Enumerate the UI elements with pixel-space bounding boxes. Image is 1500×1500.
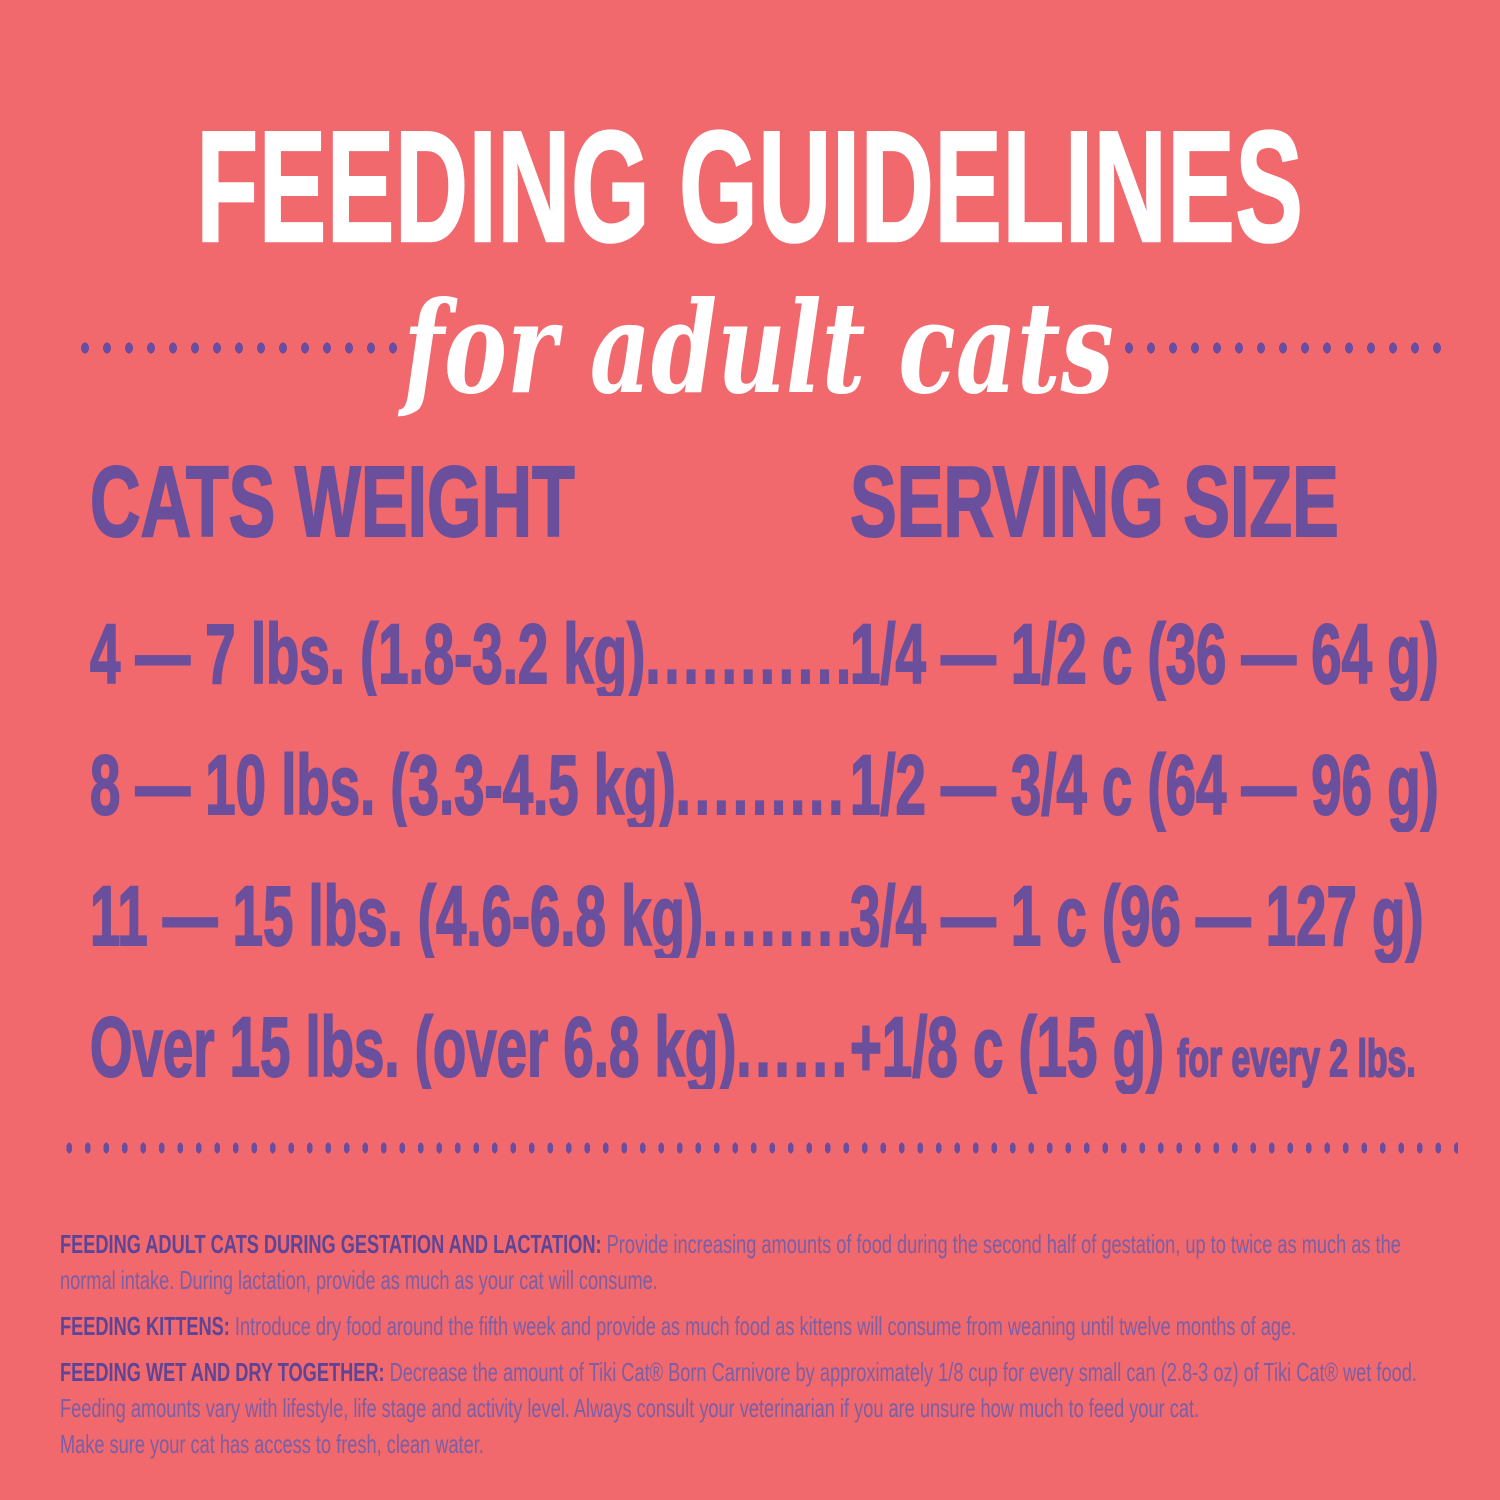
dot-leader: ........... [702,874,850,958]
weight-cell: 4 — 7 lbs. (1.8-3.2 kg)............... [90,612,850,696]
column-header-serving-size: SERVING SIZE [849,446,1339,558]
table-row: Over 15 lbs. (over 6.8 kg).......... +1/… [90,1004,1500,1090]
title-row: FEEDING GUIDELINES [0,99,1500,275]
footnote-text-line2: Make sure your cat has access to fresh, … [60,1429,484,1459]
footnote-text: Introduce dry food around the fifth week… [234,1311,1297,1341]
dot-leader: ............... [645,612,850,696]
cat-weight-value: 11 — 15 lbs. (4.6-6.8 kg) [90,874,704,958]
footnote-text: Provide increasing amounts of food durin… [60,1229,1401,1295]
subtitle-wrap: for adult cats [404,285,1114,411]
footnote-label: FEEDING ADULT CATS DURING GESTATION AND … [60,1229,602,1259]
footnote-kittens: FEEDING KITTENS: Introduce dry food arou… [60,1308,1453,1344]
serving-size-value: 1/4 — 1/2 c (36 — 64 g) [849,607,1439,701]
footnote-label: FEEDING KITTENS: [60,1311,230,1341]
dotted-divider [60,1140,1458,1156]
page-subtitle: for adult cats [403,274,1115,422]
column-header-cats-weight: CATS WEIGHT [90,452,575,552]
weight-cell: 11 — 15 lbs. (4.6-6.8 kg)........... [90,874,850,958]
subtitle-row: for adult cats [60,268,1458,428]
serving-size-value: 1/2 — 3/4 c (64 — 96 g) [849,738,1439,832]
dotted-line-right [1118,340,1444,356]
serving-size-value: 3/4 — 1 c (96 — 127 g) [849,869,1424,963]
dot-leader: .......... [736,1005,850,1089]
page-title: FEEDING GUIDELINES [196,99,1304,275]
cat-weight-value: 4 — 7 lbs. (1.8-3.2 kg) [90,612,646,696]
dot-leader: ............. [675,743,850,827]
cat-weight-value: 8 — 10 lbs. (3.3-4.5 kg) [90,743,676,827]
footnote-wet-dry: FEEDING WET AND DRY TOGETHER: Decrease t… [60,1354,1453,1462]
header-cell-weight: CATS WEIGHT [90,452,850,552]
header-cell-serving: SERVING SIZE [849,446,1500,558]
footnote-text: Decrease the amount of Tiki Cat® Born Ca… [60,1357,1417,1423]
weight-cell: 8 — 10 lbs. (3.3-4.5 kg)............. [90,743,850,827]
table-header-row: CATS WEIGHT SERVING SIZE [90,446,1500,558]
footnotes-section: FEEDING ADULT CATS DURING GESTATION AND … [60,1226,1455,1472]
serving-size-value: +1/8 c (15 g) [849,1000,1165,1094]
footnote-label: FEEDING WET AND DRY TOGETHER: [60,1357,385,1387]
table-row: 11 — 15 lbs. (4.6-6.8 kg)........... 3/4… [90,873,1500,959]
serving-note: for every 2 lbs. [1176,1030,1416,1088]
weight-cell: Over 15 lbs. (over 6.8 kg).......... [90,1005,850,1089]
footnote-gestation: FEEDING ADULT CATS DURING GESTATION AND … [60,1226,1453,1298]
footnotes-inner: FEEDING ADULT CATS DURING GESTATION AND … [60,1226,1453,1462]
cat-weight-value: Over 15 lbs. (over 6.8 kg) [90,1005,737,1089]
table-row: 4 — 7 lbs. (1.8-3.2 kg)............... 1… [90,611,1500,697]
serving-cell: 1/2 — 3/4 c (64 — 96 g) [849,742,1500,828]
table-row: 8 — 10 lbs. (3.3-4.5 kg)............. 1/… [90,742,1500,828]
serving-cell: 3/4 — 1 c (96 — 127 g) [849,873,1500,959]
dotted-line-left [74,340,400,356]
serving-cell: 1/4 — 1/2 c (36 — 64 g) [849,611,1500,697]
serving-cell: +1/8 c (15 g) for every 2 lbs. [849,1004,1500,1090]
